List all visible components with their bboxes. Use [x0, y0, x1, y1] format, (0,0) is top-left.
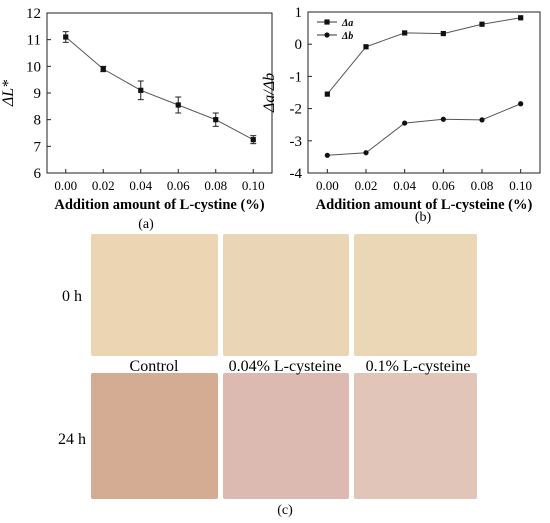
x-tick-label: 0.02: [355, 178, 378, 193]
y-tick-label: 0: [295, 37, 303, 53]
photo-0h-004-l-cysteine: [223, 234, 349, 356]
data-point-square: [213, 117, 219, 123]
y-tick-label: -3: [290, 134, 303, 150]
data-point-square: [63, 34, 69, 40]
x-tick-label: 0.04: [129, 178, 152, 193]
x-tick-label: 0.00: [316, 178, 339, 193]
series-line: [327, 103, 521, 156]
row-label-24h: 24 h: [58, 431, 86, 448]
x-axis-label: Addition amount of L-cystine (%): [54, 197, 264, 213]
data-point-circle: [518, 101, 524, 107]
x-tick-label: 0.08: [471, 178, 494, 193]
x-tick-label: 0.10: [509, 178, 532, 193]
data-point-square: [518, 15, 524, 21]
y-tick-label: 10: [26, 59, 41, 75]
chart-b: -4 -3 -2 -1 0 1 0.00 0.02 0.04 0.06 0.08 0.10 Additi…: [261, 5, 541, 213]
photo-24h-004-l-cysteine: [223, 373, 349, 499]
legend-label: Δa: [341, 18, 353, 29]
x-tick-label: 0.10: [242, 178, 265, 193]
photo-24h-01-l-cysteine: [354, 373, 477, 499]
y-tick-label: 1: [295, 5, 303, 21]
series-line: [326, 17, 521, 95]
legend-marker-circle: [324, 32, 330, 38]
panel-label-c: (c): [277, 503, 293, 518]
y-axis-label: Δa/Δb: [261, 73, 278, 113]
data-point-square: [402, 30, 408, 36]
data-point-square: [440, 30, 446, 37]
y-tick-label: 6: [34, 166, 42, 182]
photo-grid: [91, 234, 477, 499]
x-tick-label: 0.06: [167, 178, 190, 193]
x-axis-label: Addition amount of L-cysteine (%): [316, 197, 533, 213]
y-tick-label: 9: [34, 86, 42, 102]
row-label-0h: 0 h: [62, 288, 82, 305]
data-point-square: [324, 91, 330, 97]
column-label-01-l-cysteine: 0.1% L-cysteine: [366, 358, 471, 375]
x-tick-label: 0.02: [92, 178, 115, 193]
x-tick-label: 0.00: [54, 178, 77, 193]
y-tick-label: 11: [27, 33, 41, 49]
data-point-square: [250, 137, 256, 143]
data-point-circle: [479, 117, 485, 123]
photo-0h-control: [91, 234, 218, 356]
data-point-circle: [402, 120, 408, 126]
legend-marker-square: [324, 19, 330, 25]
x-tick-label: 0.04: [393, 178, 416, 193]
data-point-square: [363, 44, 369, 50]
photo-0h-01-l-cysteine: [354, 234, 477, 356]
series-line: [65, 36, 254, 141]
data-point-square: [138, 87, 144, 93]
data-point-square: [479, 21, 485, 27]
legend-label: Δb: [341, 31, 353, 42]
data-point-square: [100, 66, 106, 72]
y-tick-label: 12: [26, 6, 41, 22]
data-point-circle: [440, 116, 446, 122]
column-label-control: Control: [130, 358, 179, 375]
x-tick-label: 0.08: [204, 178, 227, 193]
y-tick-label: -2: [290, 102, 303, 118]
plot-frame: [307, 11, 541, 174]
column-label-004-l-cysteine: 0.04% L-cysteine: [229, 358, 342, 375]
y-axis-label: ΔL*: [0, 80, 17, 107]
data-point-circle: [363, 150, 369, 156]
panel-label-a: (a): [138, 217, 154, 232]
x-tick-label: 0.06: [432, 178, 455, 193]
plot-frame: [46, 12, 273, 174]
data-point-square: [175, 102, 181, 108]
panel-label-b: (b): [415, 210, 432, 225]
photo-24h-control: [91, 373, 218, 499]
y-tick-label: -4: [290, 166, 303, 182]
y-tick-label: 8: [34, 113, 42, 129]
data-point-circle: [324, 152, 330, 158]
chart-a: 6 7 8 9 10 11 12 0.00 0.02 0.04 0.06 0.08 0.10 Additi…: [0, 6, 273, 213]
y-tick-label: -1: [290, 69, 303, 85]
y-tick-label: 7: [34, 139, 42, 155]
